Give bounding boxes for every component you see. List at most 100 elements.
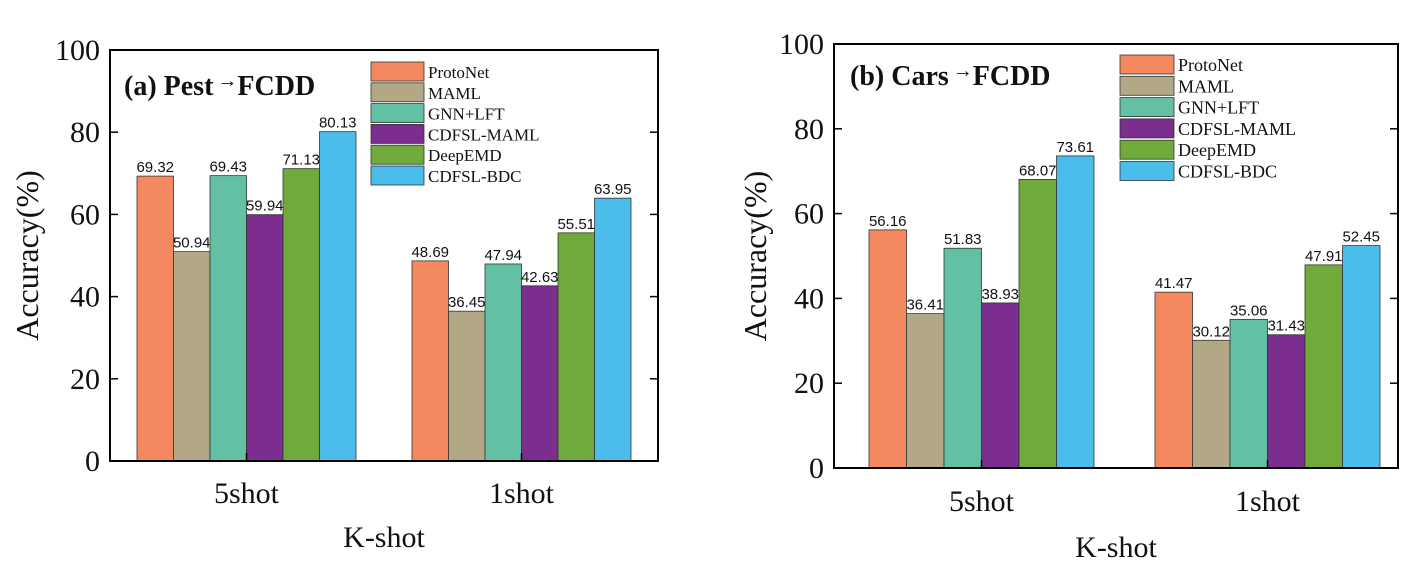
arrow-icon: → (953, 60, 973, 82)
data-label: 36.41 (906, 297, 944, 314)
legend-swatch (370, 165, 425, 186)
data-label: 55.51 (557, 216, 595, 233)
legend-swatch (370, 144, 425, 165)
bar-cdfsl-bdc-1shot (594, 197, 632, 462)
chart-panel-b: 56.16 41.47 36.41 30.12 51.83 35.06 38.93 31.43… (737, 28, 1399, 564)
legend-label: DeepEMD (428, 146, 502, 165)
bar-cdfsl-maml-1shot (521, 285, 559, 462)
legend-label: CDFSL-MAML (1178, 119, 1296, 139)
data-label: 51.83 (944, 231, 982, 248)
bar-deepemd-5shot (282, 168, 320, 462)
bar-protonet-5shot (136, 175, 174, 462)
legend-swatch (1119, 161, 1175, 181)
legend-swatch (1119, 118, 1175, 139)
data-label: 31.43 (1267, 318, 1305, 335)
bar-cdfsl-bdc-5shot (1056, 155, 1095, 469)
x-tick-label: 5shot (214, 477, 280, 510)
legend-swatch (1119, 54, 1175, 75)
bar-cdfsl-maml-1shot (1267, 334, 1306, 469)
bar-gnn-lft-1shot (1229, 318, 1268, 469)
data-label: 35.06 (1230, 302, 1268, 319)
legend-label: DeepEMD (1178, 140, 1256, 160)
data-label: 47.91 (1305, 248, 1343, 265)
plot-frame (109, 49, 659, 462)
x-axis-title: K-shot (1075, 531, 1157, 564)
y-tick-label: 40 (794, 282, 824, 315)
y-tick-label: 60 (794, 198, 824, 231)
legend-swatch (1119, 139, 1175, 160)
legend-label: MAML (1178, 76, 1234, 96)
chart-title: (a) Pest →FCDD (124, 70, 315, 102)
bar-cdfsl-bdc-1shot (1342, 245, 1381, 469)
data-label: 41.47 (1155, 275, 1193, 292)
legend-swatch (370, 82, 425, 103)
data-label: 38.93 (981, 286, 1019, 303)
data-label: 52.45 (1342, 229, 1380, 246)
data-label: 56.16 (869, 213, 907, 230)
legend-swatch (370, 61, 425, 82)
y-tick-label: 0 (809, 452, 824, 485)
y-axis-title: Accuracy(%) (9, 170, 45, 341)
chart-title-part: FCDD (237, 71, 315, 102)
y-tick-label: 100 (779, 28, 824, 61)
data-label: 47.94 (484, 247, 522, 264)
y-tick-label: 60 (70, 198, 100, 231)
data-label: 30.12 (1192, 323, 1230, 340)
chart-title-part: (a) Pest (124, 71, 214, 102)
bar-deepemd-1shot (1304, 264, 1343, 469)
legend-label: MAML (428, 84, 481, 103)
data-label: 63.95 (594, 181, 632, 198)
legend-label: CDFSL-BDC (428, 167, 522, 186)
legend-swatch (370, 124, 425, 144)
bar-gnn-lft-5shot (943, 247, 982, 469)
bar-cdfsl-maml-5shot (981, 302, 1020, 469)
y-tick-label: 0 (85, 445, 100, 478)
x-tick-label: 1shot (489, 477, 555, 510)
bar-protonet-1shot (411, 260, 449, 462)
y-tick-label: 20 (70, 363, 100, 396)
data-label: 71.13 (282, 152, 320, 169)
legend: ProtoNetMAMLGNN+LFTCDFSL-MAMLDeepEMDCDFS… (1119, 54, 1296, 182)
data-label: 68.07 (1019, 162, 1057, 179)
x-tick-label: 1shot (1235, 485, 1301, 518)
y-tick-label: 20 (794, 367, 824, 400)
bar-maml-5shot (906, 313, 945, 469)
chart-title-part: FCDD (973, 61, 1051, 92)
legend-label: CDFSL-MAML (428, 125, 539, 144)
y-tick-label: 100 (55, 34, 100, 67)
bar-cdfsl-bdc-5shot (319, 131, 357, 462)
chart-title-part: (b) Cars (850, 61, 949, 92)
data-label: 42.63 (521, 269, 559, 286)
legend-swatch (370, 103, 425, 123)
bar-protonet-1shot (1154, 291, 1193, 469)
bar-protonet-5shot (868, 229, 907, 469)
bar-cdfsl-maml-5shot (246, 214, 284, 462)
chart-panel-a: 69.32 48.69 50.94 36.45 69.43 47.94 59.94 42.63… (9, 34, 659, 554)
legend-label: GNN+LFT (428, 105, 505, 124)
data-label: 69.43 (209, 159, 247, 176)
data-label: 59.94 (246, 198, 284, 215)
legend-label: ProtoNet (428, 63, 490, 82)
legend-label: GNN+LFT (1178, 98, 1259, 118)
y-tick-label: 80 (70, 116, 100, 149)
y-tick-label: 40 (70, 281, 100, 314)
chart-title: (b) Cars →FCDD (850, 60, 1051, 92)
bar-maml-5shot (173, 251, 211, 462)
y-tick-label: 80 (794, 113, 824, 146)
bar-deepemd-1shot (557, 232, 595, 462)
legend-swatch (1119, 75, 1175, 96)
bar-gnn-lft-5shot (209, 175, 247, 462)
data-label: 80.13 (319, 115, 357, 132)
data-label: 50.94 (173, 235, 211, 252)
x-axis-title: K-shot (343, 521, 425, 554)
legend-label: CDFSL-BDC (1178, 162, 1277, 182)
bar-gnn-lft-1shot (484, 263, 522, 462)
legend-label: ProtoNet (1178, 55, 1243, 75)
data-label: 36.45 (448, 294, 486, 311)
plot-frame (833, 43, 1399, 469)
data-label: 69.32 (136, 159, 174, 176)
x-tick-label: 5shot (949, 485, 1015, 518)
